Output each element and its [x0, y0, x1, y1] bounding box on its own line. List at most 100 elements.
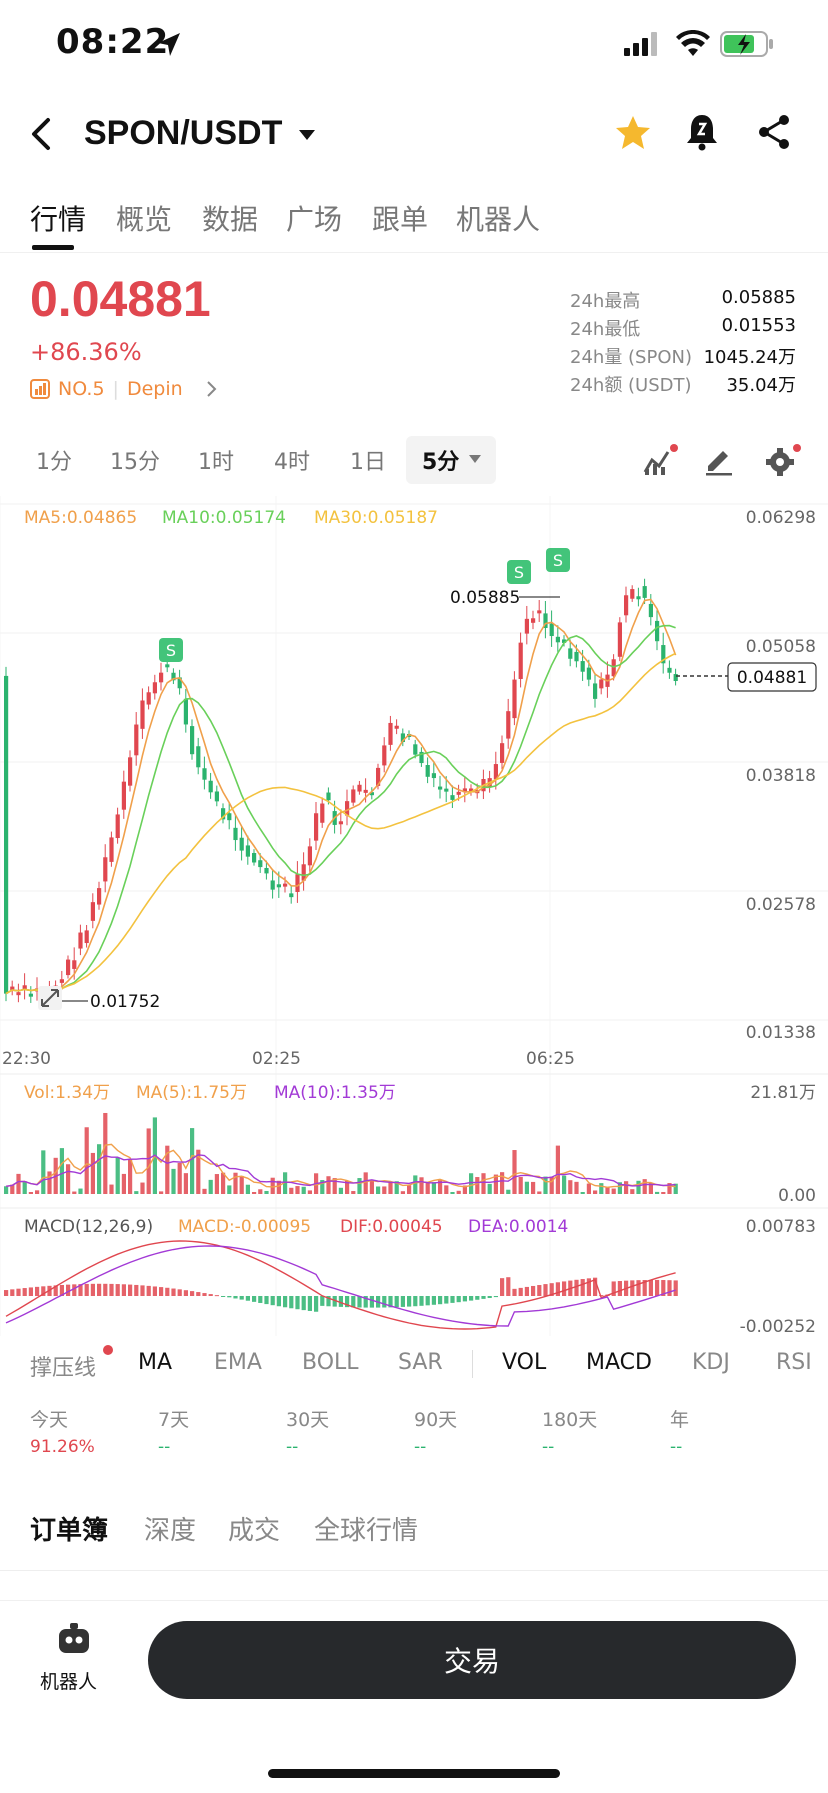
tab-robot[interactable]: 机器人: [456, 203, 541, 236]
tab-market[interactable]: 行情: [30, 203, 87, 236]
candle: [103, 857, 108, 882]
wifi-icon: [676, 30, 710, 56]
interval-1d[interactable]: 1日: [350, 450, 386, 475]
indicator-chart-icon[interactable]: [642, 442, 682, 478]
indicator-macd[interactable]: MACD: [586, 1350, 652, 1375]
volume-bar: [245, 1184, 250, 1194]
candle: [524, 618, 529, 634]
candle: [388, 722, 393, 745]
macd-bar: [469, 1296, 474, 1301]
svg-text:S: S: [514, 563, 524, 582]
volume-bar: [648, 1182, 653, 1194]
tab-order-book[interactable]: 订单簿: [30, 1516, 109, 1546]
tab-trades[interactable]: 成交: [228, 1516, 281, 1546]
svg-text:S: S: [553, 551, 563, 570]
macd-bar: [35, 1286, 40, 1296]
macd-bar: [338, 1296, 343, 1307]
tab-global-market[interactable]: 全球行情: [314, 1516, 419, 1546]
indicator-rsi[interactable]: RSI: [776, 1350, 812, 1375]
volume-bar: [636, 1180, 641, 1194]
interval-1m[interactable]: 1分: [36, 450, 72, 475]
macd-bar: [617, 1281, 622, 1296]
rank-chart-icon: [30, 379, 50, 399]
macd-bar: [326, 1296, 331, 1307]
macd-bar: [593, 1277, 598, 1296]
macd-bar: [252, 1296, 257, 1302]
tab-copy-trade[interactable]: 跟单: [372, 203, 429, 236]
tab-overview[interactable]: 概览: [116, 203, 173, 236]
macd-bar: [400, 1296, 405, 1307]
volume-bar: [611, 1188, 616, 1194]
draw-pencil-icon[interactable]: [704, 444, 734, 476]
volume-bar: [227, 1185, 232, 1194]
indicator-kdj[interactable]: KDJ: [692, 1350, 730, 1375]
candle: [661, 645, 666, 664]
tab-square[interactable]: 广场: [286, 203, 343, 236]
volume-bar: [394, 1181, 399, 1194]
indicator-sar[interactable]: SAR: [398, 1350, 443, 1375]
candle: [183, 698, 188, 725]
macd-bar: [369, 1296, 374, 1308]
settings-gear-icon[interactable]: [764, 442, 804, 478]
expand-icon[interactable]: [38, 986, 62, 1010]
macd-bar: [78, 1284, 83, 1296]
volume-bar: [115, 1157, 120, 1194]
candle: [512, 679, 517, 719]
volume-ma-lines: [5, 1143, 676, 1189]
candle: [673, 674, 678, 682]
interval-selected[interactable]: [406, 436, 496, 484]
price-alert-bell-icon[interactable]: [684, 112, 720, 152]
indicator-support-resistance[interactable]: 撑压线: [30, 1356, 97, 1381]
trade-button[interactable]: 交易: [148, 1621, 796, 1699]
interval-15m[interactable]: 15分: [110, 450, 160, 475]
indicator-vol[interactable]: VOL: [502, 1350, 547, 1375]
rank-row[interactable]: NO.5 | Depin: [30, 378, 221, 400]
candle: [115, 814, 120, 839]
macd-bar: [425, 1296, 430, 1306]
macd-bar: [283, 1296, 288, 1308]
pair-title[interactable]: SPON/USDT: [84, 114, 283, 152]
volume-bar: [90, 1152, 95, 1194]
kline-chart[interactable]: MA5:0.04865 MA10:0.05174 MA30:0.05187 0.…: [0, 496, 828, 1336]
indicator-ema[interactable]: EMA: [214, 1350, 262, 1375]
indicator-bar: 撑压线 MA EMA BOLL SAR VOL MACD KDJ RSI: [0, 1345, 828, 1390]
candle: [289, 893, 294, 898]
macd-bar: [190, 1291, 195, 1296]
volume-bar: [642, 1179, 647, 1194]
candle: [419, 751, 424, 764]
volume-bar: [382, 1186, 387, 1194]
volume-bar: [221, 1172, 226, 1194]
perf-label: 年: [670, 1409, 690, 1431]
volume-bar: [10, 1184, 15, 1194]
vol-tick-low: 0.00: [778, 1186, 816, 1206]
volume-bar: [177, 1162, 182, 1194]
tab-depth[interactable]: 深度: [144, 1516, 197, 1546]
macd-bar: [382, 1296, 387, 1308]
candle: [636, 596, 641, 600]
candle: [97, 888, 102, 905]
interval-4h[interactable]: 4时: [274, 450, 310, 475]
back-arrow-icon[interactable]: [28, 116, 56, 152]
favorite-star-icon[interactable]: [614, 114, 652, 152]
interval-5m[interactable]: 5分: [422, 450, 460, 475]
dea-line: [5, 1245, 676, 1327]
caret-down-icon[interactable]: [298, 128, 316, 142]
ma5-line: [5, 598, 677, 995]
indicator-ma[interactable]: MA: [138, 1350, 173, 1375]
robot-icon[interactable]: [56, 1621, 92, 1657]
tab-data[interactable]: 数据: [202, 203, 259, 236]
interval-1h[interactable]: 1时: [198, 450, 234, 475]
x-tick-3: 06:25: [526, 1049, 575, 1069]
macd-bar: [165, 1287, 170, 1296]
dif-value: DIF:0.00045: [340, 1217, 443, 1237]
indicator-boll[interactable]: BOLL: [302, 1350, 359, 1375]
candle: [283, 883, 288, 887]
robot-label[interactable]: 机器人: [40, 1671, 98, 1693]
macd-bar: [506, 1277, 511, 1296]
volume-bar: [500, 1172, 505, 1194]
share-icon[interactable]: [756, 112, 792, 152]
candle: [338, 821, 343, 825]
macd-bar: [103, 1283, 108, 1296]
perf-value: --: [286, 1437, 299, 1457]
macd-bar: [407, 1296, 412, 1307]
